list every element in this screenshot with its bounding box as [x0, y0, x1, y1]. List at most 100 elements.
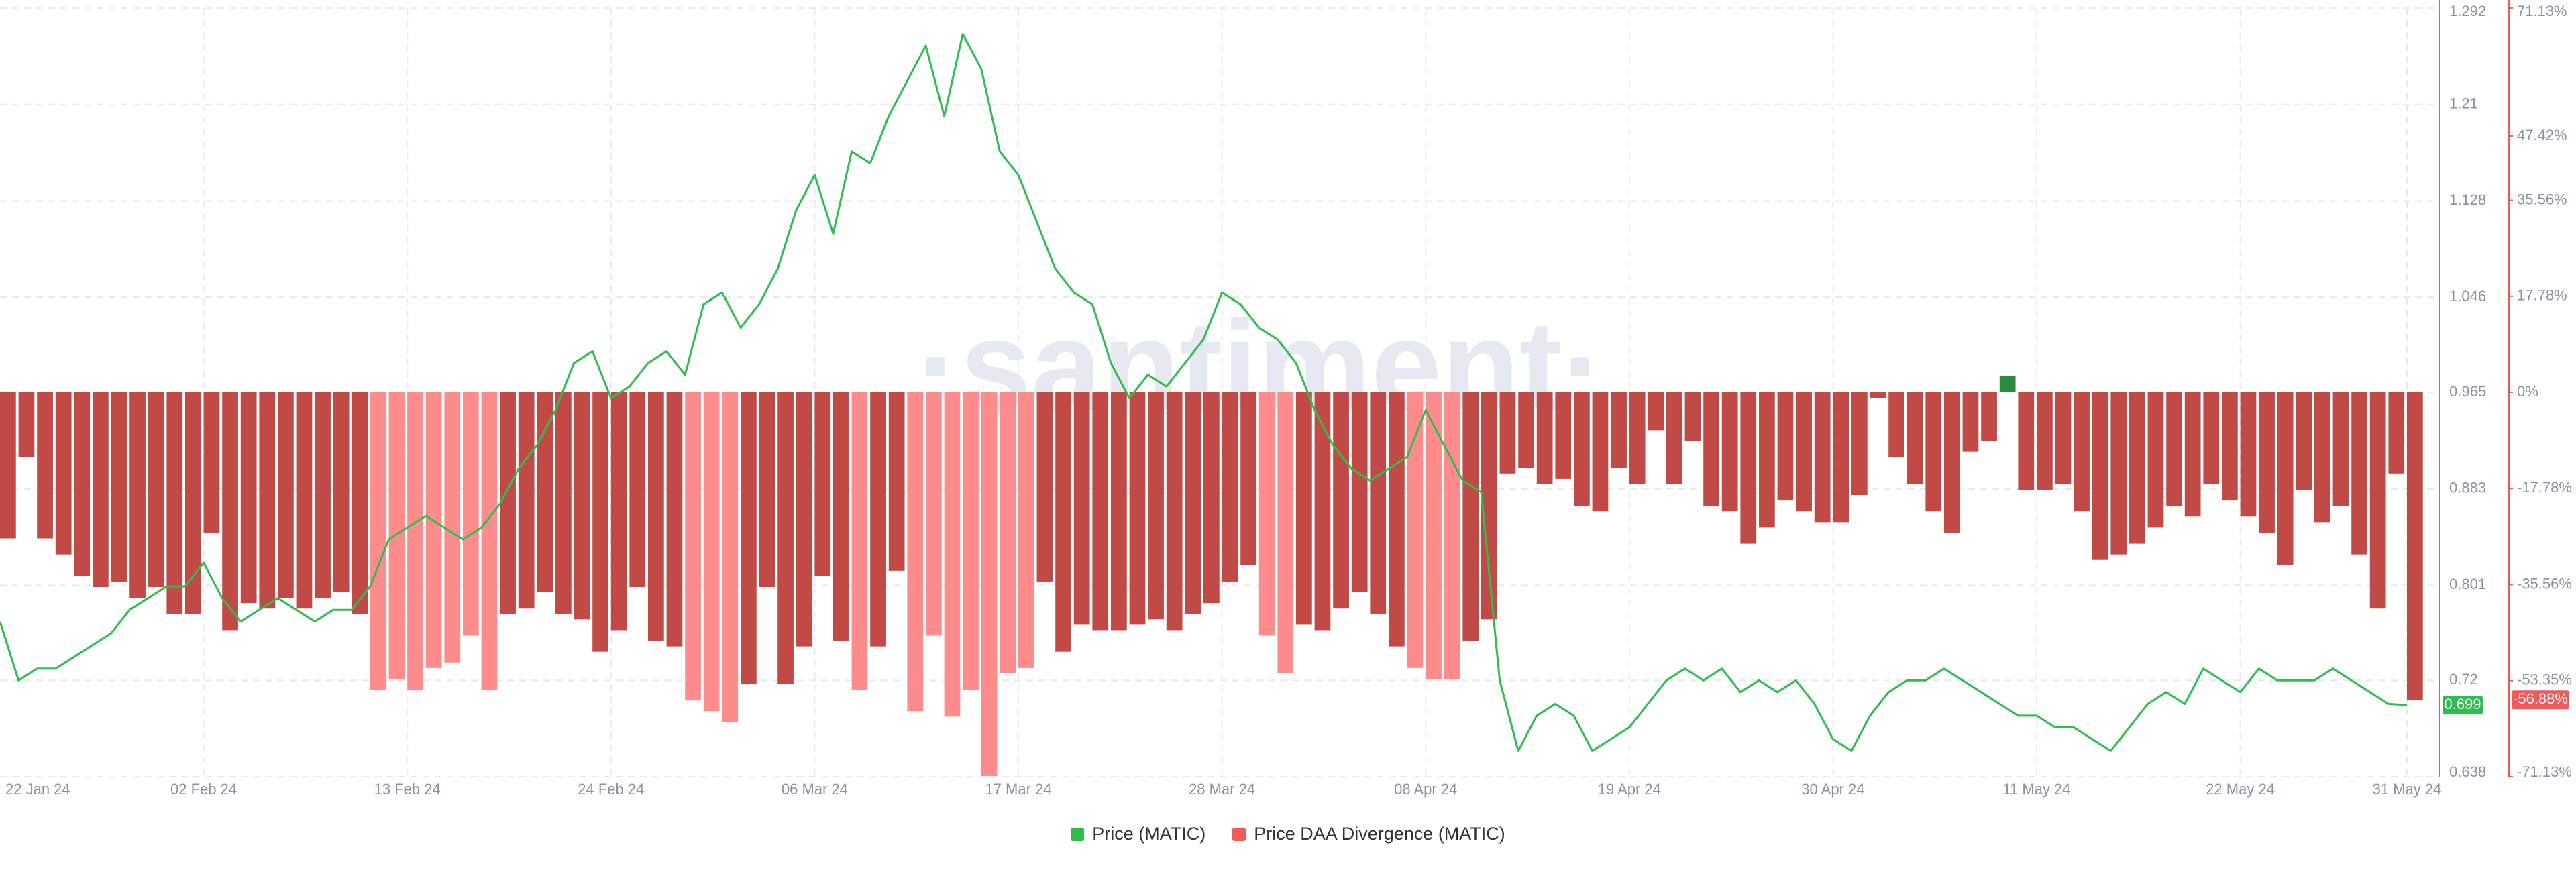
y-tick-label: 0.638 — [2449, 763, 2486, 780]
bar — [1536, 392, 1553, 484]
bar — [1684, 392, 1701, 441]
bar — [1833, 392, 1849, 523]
bar — [759, 392, 775, 588]
bar — [2407, 392, 2423, 700]
bar — [1999, 376, 2016, 392]
x-tick-label: 11 May 24 — [2002, 781, 2070, 798]
bar — [888, 392, 905, 571]
bar — [2369, 392, 2386, 609]
bar — [1148, 392, 1164, 620]
bar — [55, 392, 72, 555]
y-tick-label: 1.128 — [2449, 191, 2486, 208]
x-tick-label: 22 May 24 — [2206, 781, 2275, 798]
bar — [1462, 392, 1479, 641]
bar — [315, 392, 331, 598]
bar — [1370, 392, 1387, 614]
bar — [2259, 392, 2275, 533]
bar — [1592, 392, 1609, 512]
bar — [1518, 392, 1534, 468]
last-divergence-label: -56.88% — [2513, 690, 2568, 707]
bar — [407, 392, 423, 690]
y-tick-label: 1.046 — [2449, 288, 2486, 305]
bar — [1166, 392, 1183, 631]
bar — [1407, 392, 1424, 668]
bar — [1351, 392, 1368, 593]
x-tick-label: 02 Feb 24 — [170, 781, 237, 798]
bar — [333, 392, 350, 593]
bar — [1018, 392, 1034, 668]
bar — [278, 392, 294, 598]
bar — [741, 392, 757, 685]
bar — [870, 392, 886, 647]
bar — [537, 392, 553, 593]
bar — [2351, 392, 2367, 555]
bar — [1888, 392, 1904, 457]
bar — [2184, 392, 2201, 517]
x-tick-label: 19 Apr 24 — [1598, 781, 1661, 798]
y-tick-label: 0.965 — [2449, 383, 2486, 400]
bar — [1314, 392, 1331, 631]
bar — [129, 392, 146, 598]
bar — [1296, 392, 1312, 625]
y-tick-label: 0.883 — [2449, 480, 2486, 496]
bar — [666, 392, 683, 647]
bar — [1740, 392, 1757, 544]
bar — [1629, 392, 1646, 484]
chart: ·santiment· 0.6380.720.8010.8830.9651.04… — [0, 0, 2572, 798]
legend-label: Price DAA Divergence (MATIC) — [1254, 824, 1505, 844]
bar — [1574, 392, 1590, 506]
bar — [240, 392, 257, 604]
bar — [370, 392, 386, 690]
bar — [703, 392, 720, 712]
bar — [1777, 392, 1794, 501]
bar — [1129, 392, 1146, 625]
bar — [1499, 392, 1516, 474]
bar — [2277, 392, 2294, 565]
bar — [1648, 392, 1664, 431]
bar — [592, 392, 608, 652]
x-tick-label: 17 Mar 24 — [985, 781, 1051, 798]
bar — [2055, 392, 2072, 484]
bar — [1222, 392, 1238, 582]
bar — [1555, 392, 1572, 479]
bar — [185, 392, 201, 614]
bar — [18, 392, 35, 457]
x-tick-label: 22 Jan 24 — [5, 781, 70, 798]
bar — [833, 392, 849, 641]
y2-tick-label: -35.56% — [2517, 575, 2572, 592]
y-tick-label: 1.21 — [2449, 95, 2478, 112]
legend-item[interactable]: Price DAA Divergence (MATIC) — [1232, 824, 1505, 844]
bar — [518, 392, 535, 609]
bar — [166, 392, 183, 614]
bar — [259, 392, 276, 609]
bar — [907, 392, 924, 712]
bar — [296, 392, 313, 609]
bar — [926, 392, 942, 636]
bar — [388, 392, 405, 679]
legend-label: Price (MATIC) — [1092, 824, 1206, 844]
bar — [1851, 392, 1868, 496]
bar — [222, 392, 238, 631]
legend-item[interactable]: Price (MATIC) — [1071, 824, 1205, 844]
last-divergence-tag — [2512, 690, 2569, 710]
y2-tick-label: 0% — [2517, 383, 2538, 400]
bar — [777, 392, 794, 685]
bar — [851, 392, 868, 690]
bar — [1258, 392, 1275, 636]
bar — [574, 392, 590, 620]
legend-swatch — [1232, 827, 1246, 841]
y2-tick-label: -53.35% — [2517, 671, 2572, 688]
bar — [981, 392, 998, 776]
bar — [2332, 392, 2349, 506]
bar — [814, 392, 831, 576]
bar — [500, 392, 516, 614]
bar — [37, 392, 53, 539]
bar — [722, 392, 739, 722]
y-tick-label: 0.801 — [2449, 576, 2486, 592]
legend: Price (MATIC) Price DAA Divergence (MATIC… — [0, 824, 2576, 844]
x-tick-label: 24 Feb 24 — [578, 781, 644, 798]
bar — [93, 392, 109, 588]
bar — [1073, 392, 1090, 625]
x-tick-label: 28 Mar 24 — [1189, 781, 1255, 798]
